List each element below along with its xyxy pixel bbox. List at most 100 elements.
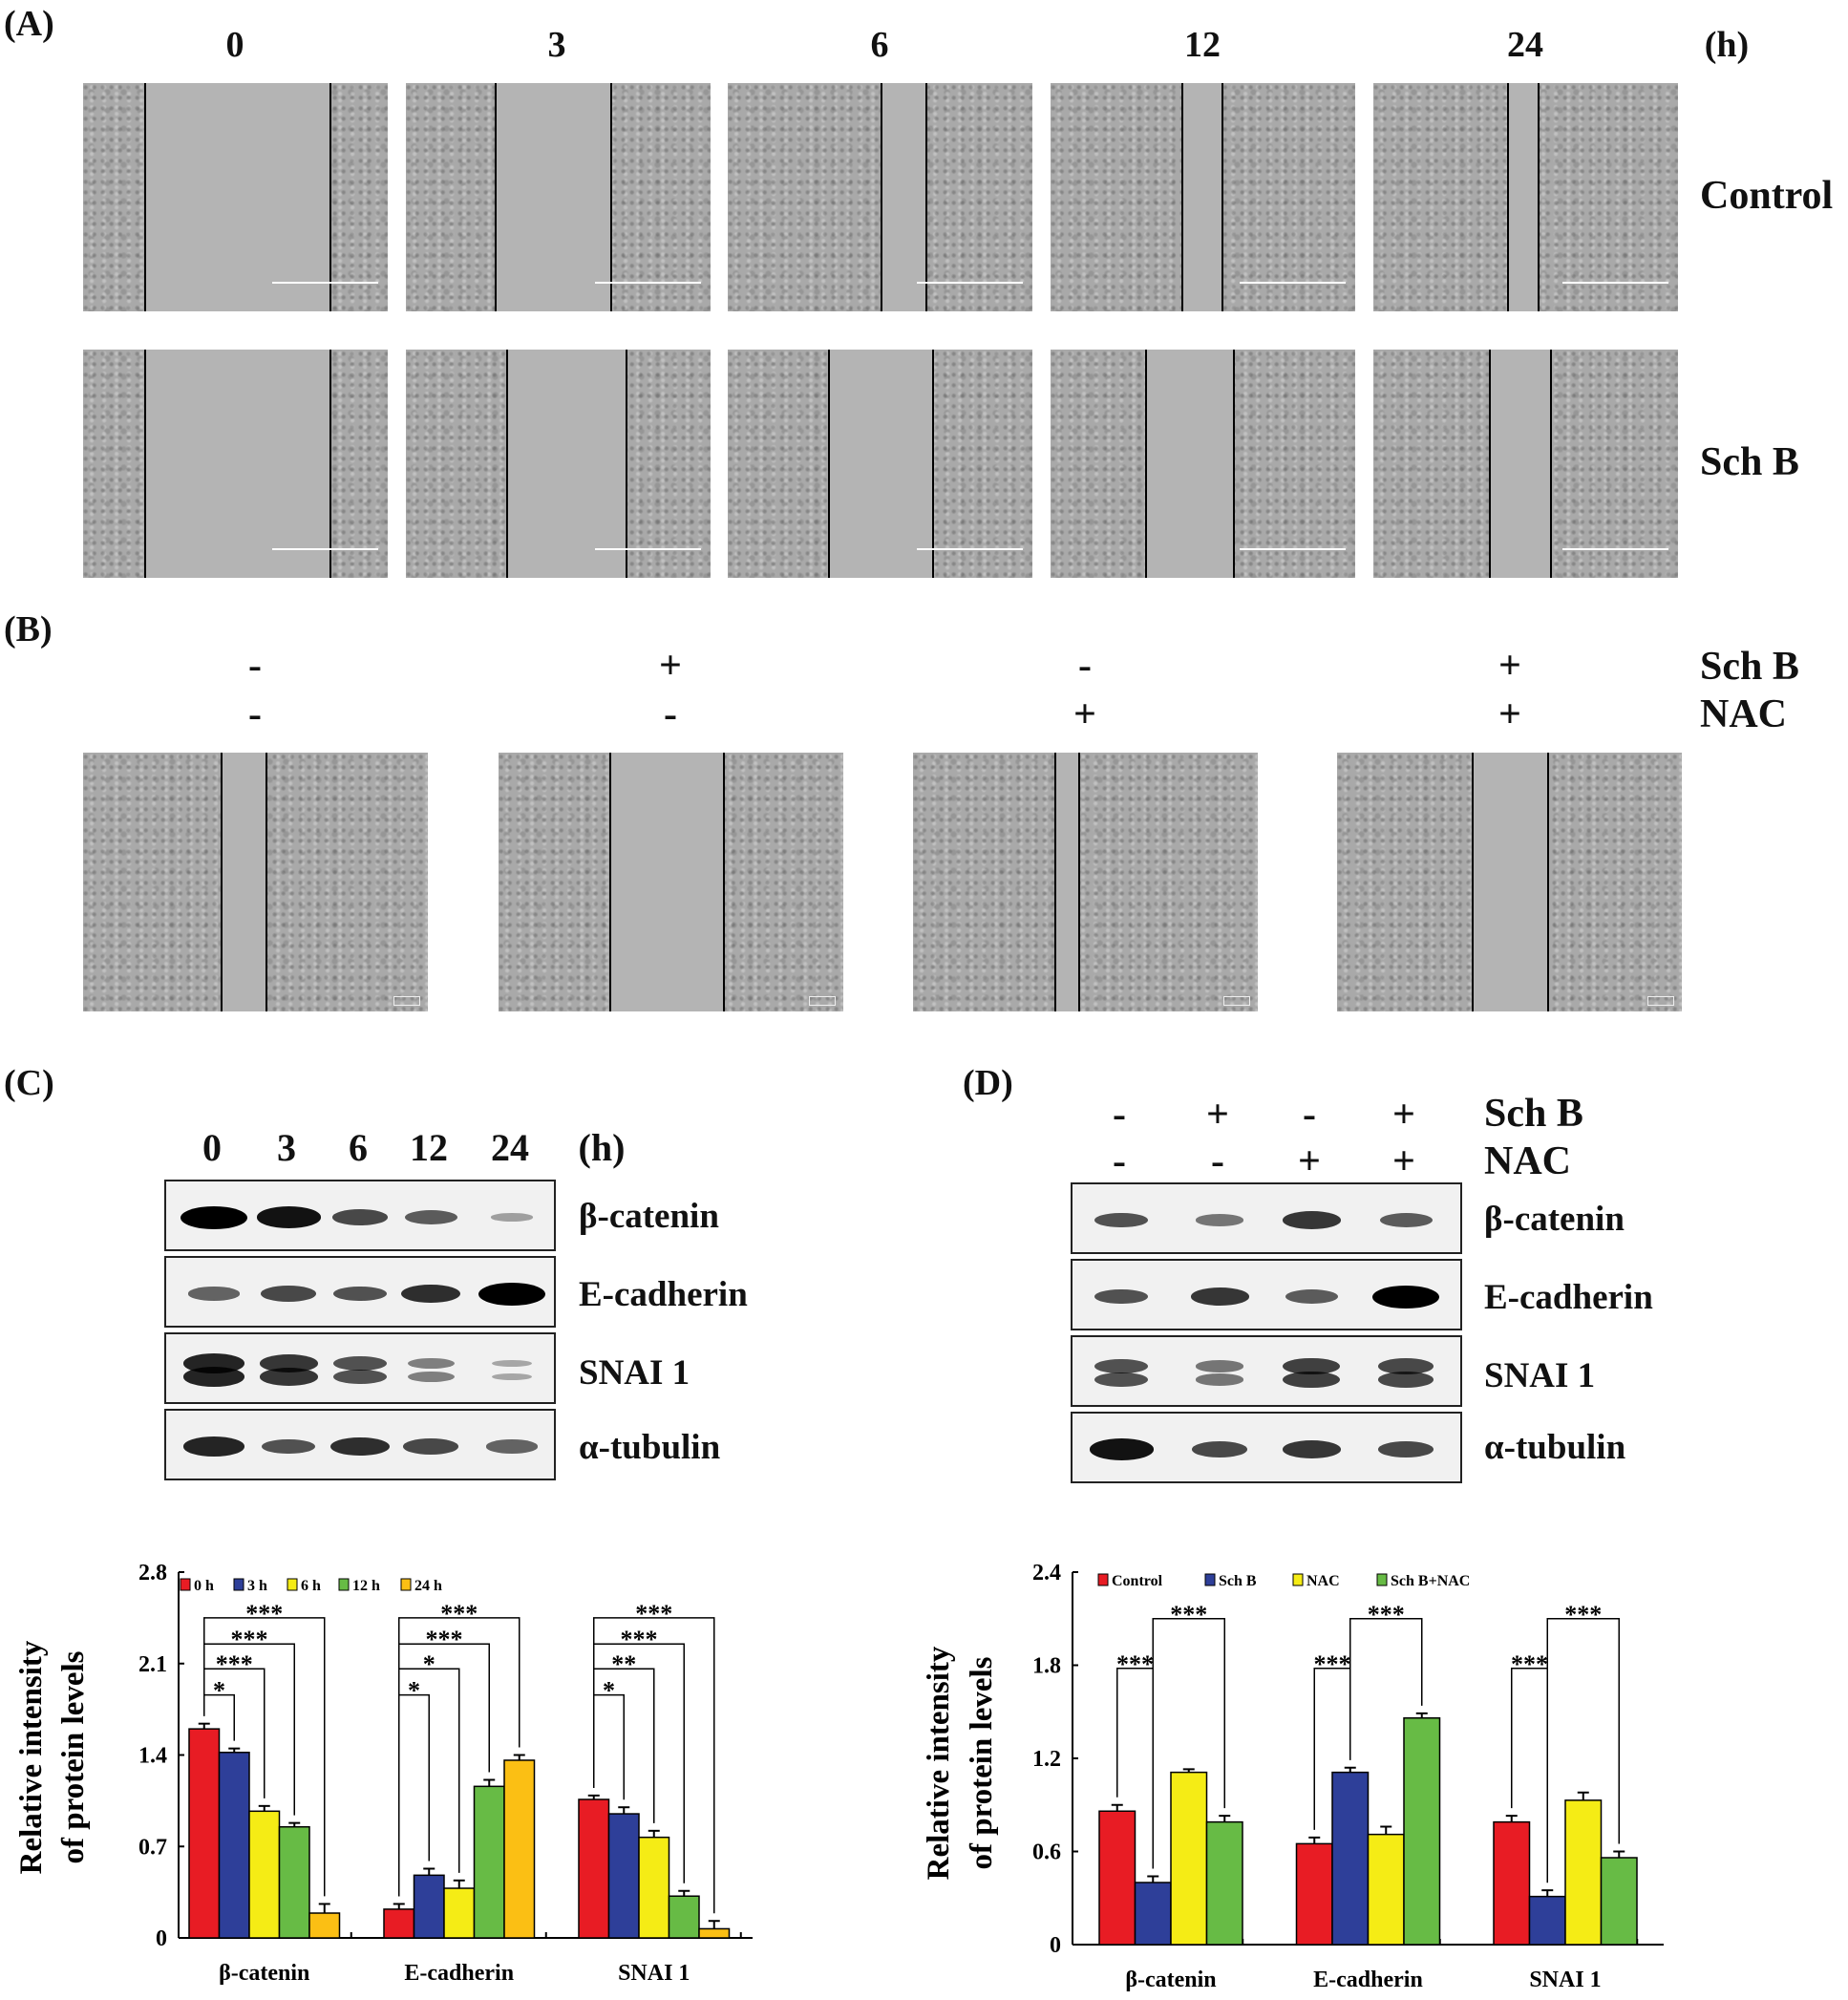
western-blot-strip bbox=[1071, 1182, 1462, 1254]
legend-label: Control bbox=[1112, 1573, 1163, 1589]
protein-label: E-cadherin bbox=[1484, 1278, 1653, 1317]
protein-label: β-catenin bbox=[1484, 1200, 1625, 1239]
micrograph bbox=[728, 350, 1032, 578]
time-unit: (h) bbox=[1704, 25, 1750, 65]
micrograph bbox=[1051, 350, 1355, 578]
bar-sch-b bbox=[1331, 1771, 1370, 1946]
legend-swatch bbox=[287, 1578, 298, 1591]
y-tick-label: 1.2 bbox=[1032, 1747, 1061, 1772]
legend-label: Sch B bbox=[1219, 1573, 1257, 1589]
protein-band bbox=[256, 1206, 321, 1228]
protein-band bbox=[478, 1282, 545, 1306]
wound-edge-line bbox=[266, 753, 268, 1011]
wound-edge-line bbox=[625, 350, 627, 578]
protein-band bbox=[1190, 1287, 1249, 1306]
significance-bracket bbox=[1546, 1618, 1620, 1883]
micrograph bbox=[1373, 350, 1678, 578]
protein-band bbox=[404, 1210, 457, 1224]
significance-stars: *** bbox=[245, 1600, 283, 1628]
wound-gap bbox=[143, 83, 330, 311]
y-tick-label: 2.8 bbox=[138, 1561, 167, 1585]
bar-3-h bbox=[413, 1874, 445, 1939]
protein-band bbox=[491, 1372, 533, 1381]
row-label-control: Control bbox=[1700, 174, 1834, 218]
scale-bar bbox=[1239, 548, 1347, 551]
bar-24-h bbox=[503, 1759, 536, 1939]
wound-edge-line bbox=[1054, 753, 1056, 1011]
bar-sch-b-nac bbox=[1403, 1717, 1441, 1946]
micrograph bbox=[406, 83, 711, 311]
panel-a-label: (A) bbox=[4, 4, 54, 44]
micrograph bbox=[728, 83, 1032, 311]
scale-bar bbox=[271, 548, 379, 551]
protein-label: α-tubulin bbox=[1484, 1428, 1626, 1467]
legend-swatch bbox=[400, 1578, 412, 1591]
significance-stars: *** bbox=[1116, 1650, 1154, 1678]
nac-sign: - bbox=[1113, 1139, 1126, 1183]
category-label: SNAI 1 bbox=[1529, 1968, 1601, 1992]
significance-stars: *** bbox=[635, 1600, 672, 1628]
wound-gap bbox=[1489, 350, 1551, 578]
significance-bracket bbox=[1349, 1618, 1423, 1760]
wound-gap bbox=[494, 83, 610, 311]
legend-swatch bbox=[180, 1578, 191, 1591]
row-label-nac: NAC bbox=[1700, 692, 1787, 736]
bar-12-h bbox=[473, 1785, 505, 1939]
protein-band bbox=[1094, 1372, 1149, 1388]
wound-edge-line bbox=[1233, 350, 1236, 578]
bar-6-h bbox=[248, 1810, 281, 1939]
wound-edge-line bbox=[143, 350, 146, 578]
time-header: 3 bbox=[547, 25, 566, 65]
significance-stars: *** bbox=[440, 1600, 478, 1628]
schb-sign: - bbox=[1303, 1093, 1316, 1137]
wound-gap bbox=[506, 350, 626, 578]
legend-label: NAC bbox=[1306, 1573, 1340, 1589]
significance-stars: *** bbox=[426, 1626, 463, 1653]
y-axis-title: Relative intensity bbox=[14, 1640, 49, 1874]
wound-edge-line bbox=[506, 350, 509, 578]
category-label: β-catenin bbox=[1125, 1968, 1216, 1992]
micrograph bbox=[913, 753, 1258, 1011]
panel-b-label: (B) bbox=[4, 609, 53, 649]
wound-edge-line bbox=[880, 83, 882, 311]
row-label-nac: NAC bbox=[1484, 1139, 1571, 1183]
schb-sign: - bbox=[1113, 1093, 1126, 1137]
nac-sign: - bbox=[664, 692, 677, 736]
protein-label: SNAI 1 bbox=[1484, 1356, 1596, 1395]
significance-stars: *** bbox=[1314, 1650, 1351, 1678]
bar-control bbox=[1098, 1810, 1136, 1946]
protein-band bbox=[407, 1357, 455, 1370]
bar-control bbox=[1493, 1820, 1531, 1946]
significance-stars: ** bbox=[611, 1650, 636, 1678]
micrograph bbox=[1373, 83, 1678, 311]
lane-label: 0 bbox=[202, 1126, 222, 1169]
nac-sign: - bbox=[1211, 1139, 1224, 1183]
wound-edge-line bbox=[1144, 350, 1147, 578]
schb-sign: + bbox=[1206, 1093, 1229, 1137]
legend-swatch bbox=[1376, 1573, 1388, 1586]
bar-sch-b-nac bbox=[1600, 1857, 1638, 1946]
micrograph bbox=[83, 83, 388, 311]
wound-edge-line bbox=[609, 83, 612, 311]
time-header: 24 bbox=[1507, 25, 1543, 65]
western-blot-strip bbox=[164, 1409, 556, 1480]
significance-bracket bbox=[593, 1693, 625, 1800]
western-blot-strip bbox=[1071, 1412, 1462, 1483]
protein-band bbox=[1372, 1285, 1439, 1309]
wound-gap bbox=[143, 350, 330, 578]
wound-edge-line bbox=[1538, 83, 1540, 311]
significance-stars: * bbox=[603, 1677, 615, 1705]
bar-6-h bbox=[443, 1887, 476, 1939]
protein-band bbox=[332, 1355, 388, 1372]
wound-edge-line bbox=[828, 350, 831, 578]
y-tick-label: 1.4 bbox=[138, 1744, 167, 1769]
scale-bar bbox=[809, 996, 836, 1006]
significance-stars: *** bbox=[1511, 1650, 1548, 1678]
protein-band bbox=[261, 1438, 316, 1455]
protein-band bbox=[332, 1209, 388, 1225]
protein-band bbox=[1283, 1371, 1340, 1389]
significance-stars: *** bbox=[1170, 1601, 1207, 1628]
significance-bracket bbox=[593, 1617, 715, 1914]
wound-edge-line bbox=[1550, 350, 1553, 578]
